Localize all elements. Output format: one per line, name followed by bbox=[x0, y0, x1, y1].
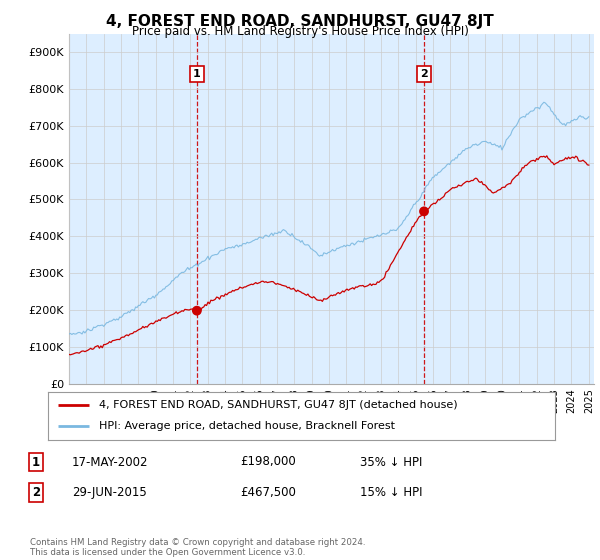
Point bbox=[192, 306, 202, 315]
Text: 17-MAY-2002: 17-MAY-2002 bbox=[72, 455, 149, 469]
Text: Price paid vs. HM Land Registry's House Price Index (HPI): Price paid vs. HM Land Registry's House … bbox=[131, 25, 469, 38]
Text: 35% ↓ HPI: 35% ↓ HPI bbox=[360, 455, 422, 469]
Text: 15% ↓ HPI: 15% ↓ HPI bbox=[360, 486, 422, 500]
Point bbox=[419, 207, 429, 216]
Text: 29-JUN-2015: 29-JUN-2015 bbox=[72, 486, 147, 500]
Text: 1: 1 bbox=[32, 455, 40, 469]
Text: 1: 1 bbox=[193, 69, 201, 79]
Text: £467,500: £467,500 bbox=[240, 486, 296, 500]
Text: £198,000: £198,000 bbox=[240, 455, 296, 469]
Text: 4, FOREST END ROAD, SANDHURST, GU47 8JT: 4, FOREST END ROAD, SANDHURST, GU47 8JT bbox=[106, 14, 494, 29]
Text: 2: 2 bbox=[420, 69, 428, 79]
Text: HPI: Average price, detached house, Bracknell Forest: HPI: Average price, detached house, Brac… bbox=[98, 421, 395, 431]
Text: Contains HM Land Registry data © Crown copyright and database right 2024.
This d: Contains HM Land Registry data © Crown c… bbox=[30, 538, 365, 557]
Text: 4, FOREST END ROAD, SANDHURST, GU47 8JT (detached house): 4, FOREST END ROAD, SANDHURST, GU47 8JT … bbox=[98, 400, 457, 410]
Text: 2: 2 bbox=[32, 486, 40, 500]
